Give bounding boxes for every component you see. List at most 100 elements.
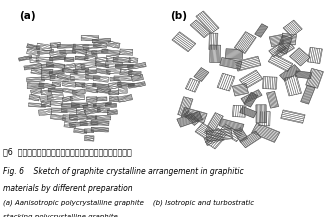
Polygon shape (75, 64, 85, 69)
Text: (a): (a) (19, 11, 35, 21)
Polygon shape (225, 49, 243, 59)
Polygon shape (75, 56, 88, 60)
Polygon shape (97, 88, 111, 94)
Polygon shape (235, 56, 261, 71)
Polygon shape (276, 35, 292, 54)
Polygon shape (289, 48, 310, 66)
Polygon shape (109, 90, 119, 95)
Polygon shape (83, 43, 102, 50)
Polygon shape (80, 121, 98, 125)
Polygon shape (30, 57, 39, 63)
Polygon shape (96, 68, 111, 75)
Polygon shape (128, 82, 146, 88)
Polygon shape (82, 83, 96, 88)
Polygon shape (251, 123, 280, 142)
Polygon shape (274, 42, 294, 58)
Polygon shape (36, 57, 53, 62)
Polygon shape (244, 92, 258, 107)
Polygon shape (47, 94, 64, 101)
Polygon shape (41, 64, 54, 68)
Polygon shape (114, 76, 132, 81)
Polygon shape (83, 103, 97, 109)
Polygon shape (86, 51, 97, 56)
Polygon shape (190, 20, 210, 38)
Polygon shape (109, 81, 122, 89)
Polygon shape (50, 50, 66, 58)
Polygon shape (217, 73, 235, 91)
Polygon shape (50, 101, 63, 106)
Polygon shape (95, 62, 109, 68)
Text: Fig. 6    Sketch of graphite crystalline arrangement in graphitic: Fig. 6 Sketch of graphite crystalline ar… (3, 167, 244, 176)
Polygon shape (73, 44, 89, 50)
Polygon shape (263, 77, 277, 89)
Polygon shape (85, 75, 100, 80)
Polygon shape (256, 105, 266, 123)
Polygon shape (39, 83, 55, 89)
Polygon shape (255, 24, 268, 37)
Polygon shape (281, 33, 296, 45)
Polygon shape (63, 115, 78, 121)
Polygon shape (84, 136, 94, 141)
Polygon shape (93, 83, 109, 89)
Text: (b): (b) (170, 11, 187, 21)
Polygon shape (24, 63, 42, 70)
Polygon shape (120, 49, 133, 55)
Polygon shape (295, 71, 312, 79)
Polygon shape (301, 85, 315, 104)
Polygon shape (196, 11, 219, 33)
Polygon shape (280, 65, 300, 82)
Polygon shape (232, 105, 246, 117)
Polygon shape (284, 76, 302, 96)
Polygon shape (131, 74, 144, 81)
Polygon shape (92, 38, 111, 43)
Polygon shape (185, 78, 200, 92)
Polygon shape (210, 45, 221, 62)
Polygon shape (120, 69, 132, 76)
Polygon shape (268, 54, 293, 72)
Polygon shape (115, 64, 133, 68)
Polygon shape (95, 58, 108, 62)
Polygon shape (50, 114, 66, 120)
Polygon shape (105, 61, 123, 67)
Polygon shape (308, 47, 322, 64)
Polygon shape (49, 70, 64, 76)
Polygon shape (87, 116, 97, 119)
Polygon shape (107, 55, 118, 61)
Polygon shape (31, 68, 43, 75)
Polygon shape (266, 91, 279, 108)
Polygon shape (41, 90, 52, 95)
Polygon shape (127, 62, 146, 70)
Polygon shape (85, 88, 98, 93)
Polygon shape (269, 43, 286, 57)
Polygon shape (84, 55, 97, 62)
Polygon shape (51, 108, 67, 113)
Polygon shape (63, 88, 78, 94)
Polygon shape (81, 35, 99, 41)
Polygon shape (27, 83, 44, 89)
Polygon shape (41, 69, 53, 74)
Polygon shape (93, 42, 107, 48)
Polygon shape (209, 33, 218, 50)
Polygon shape (220, 57, 242, 70)
Text: (a) Aanisotropic polycrystalline graphite    (b) Isotropic and turbostratic: (a) Aanisotropic polycrystalline graphit… (3, 199, 254, 205)
Polygon shape (40, 95, 54, 101)
Polygon shape (85, 70, 96, 74)
Polygon shape (18, 55, 32, 61)
Polygon shape (64, 64, 75, 69)
Polygon shape (61, 103, 80, 107)
Polygon shape (240, 131, 261, 148)
Polygon shape (50, 43, 61, 48)
Text: 图6  不同制备方法获得的石墨制品中的石墨的晶体排布特征: 图6 不同制备方法获得的石墨制品中的石墨的晶体排布特征 (3, 148, 132, 156)
Polygon shape (183, 110, 200, 125)
Polygon shape (110, 97, 118, 102)
Polygon shape (219, 119, 244, 132)
Polygon shape (27, 77, 45, 82)
Polygon shape (97, 97, 107, 101)
Polygon shape (62, 81, 76, 87)
Polygon shape (219, 123, 243, 142)
Polygon shape (62, 68, 78, 74)
Polygon shape (57, 44, 76, 48)
Polygon shape (206, 128, 233, 141)
Polygon shape (72, 48, 87, 55)
Polygon shape (64, 58, 74, 61)
